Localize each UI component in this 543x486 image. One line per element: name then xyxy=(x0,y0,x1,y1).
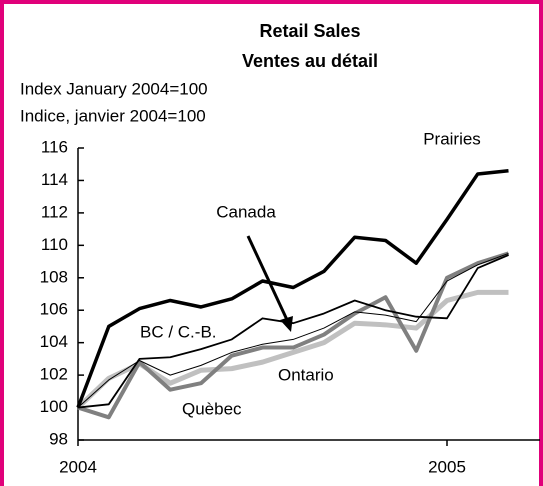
annotation-arrow xyxy=(246,235,290,323)
chart-subtitle: Ventes au détail xyxy=(242,51,378,71)
y-tick-label: 114 xyxy=(41,170,68,189)
y-tick-label: 104 xyxy=(40,332,68,351)
y-tick-label: 116 xyxy=(41,137,68,156)
series-line xyxy=(77,252,509,408)
series-label: BC / C.-B. xyxy=(140,322,217,341)
y-tick-label: 98 xyxy=(49,429,68,448)
series-line xyxy=(76,289,509,410)
y-axis-label: Index January 2004=100 xyxy=(20,79,208,98)
series-line xyxy=(76,168,509,409)
y-tick-label: 106 xyxy=(40,300,68,319)
series-label: Prairies xyxy=(423,129,481,148)
y-tick-label: 110 xyxy=(41,235,68,254)
chart-title: Retail Sales xyxy=(259,21,360,41)
arrow-head xyxy=(280,316,293,332)
series-line xyxy=(77,254,509,409)
y-tick-label: 102 xyxy=(40,365,68,384)
series-line xyxy=(77,251,510,420)
x-tick-label: 2005 xyxy=(428,457,466,476)
y-tick-label: 108 xyxy=(40,267,68,286)
y-tick-label: 100 xyxy=(40,397,68,416)
series-label: Canada xyxy=(216,202,276,221)
series-label: Ontario xyxy=(278,365,334,384)
series-label: Quèbec xyxy=(182,399,242,418)
y-axis-label: Indice, janvier 2004=100 xyxy=(20,106,206,125)
y-tick-label: 112 xyxy=(41,202,68,221)
x-tick-label: 2004 xyxy=(59,457,97,476)
